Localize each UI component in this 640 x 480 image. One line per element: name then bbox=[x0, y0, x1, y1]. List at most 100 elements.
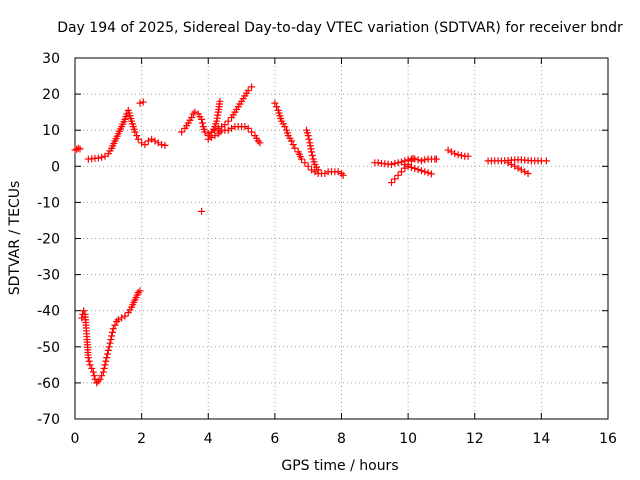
data-point bbox=[141, 141, 149, 149]
data-point bbox=[273, 103, 281, 111]
data-point bbox=[131, 128, 139, 136]
x-tick-label: 2 bbox=[137, 431, 146, 447]
data-point bbox=[188, 114, 196, 122]
data-point bbox=[338, 170, 345, 178]
data-point bbox=[464, 152, 472, 160]
data-points bbox=[71, 83, 550, 387]
data-point bbox=[102, 357, 110, 365]
data-point bbox=[148, 135, 156, 143]
x-tick-label: 0 bbox=[71, 431, 80, 447]
data-point bbox=[86, 361, 94, 369]
data-point bbox=[517, 166, 525, 174]
series-seg-e bbox=[178, 108, 264, 147]
data-point bbox=[198, 207, 206, 215]
x-tick-label: 14 bbox=[532, 431, 550, 447]
data-point bbox=[221, 121, 229, 129]
data-point bbox=[244, 124, 252, 132]
data-point bbox=[409, 154, 417, 162]
data-point bbox=[411, 155, 419, 163]
data-point bbox=[198, 119, 206, 127]
data-point bbox=[76, 145, 84, 153]
x-tick-labels: 0 2 4 6 8 10 12 14 16 bbox=[71, 431, 617, 447]
data-point bbox=[138, 139, 146, 147]
data-point bbox=[224, 126, 232, 134]
data-point bbox=[204, 135, 212, 143]
data-point bbox=[271, 99, 279, 107]
x-tick-label: 16 bbox=[599, 431, 617, 447]
series-seg-o bbox=[484, 156, 550, 165]
y-tick-label: -20 bbox=[37, 232, 60, 248]
y-tick-label: 10 bbox=[42, 123, 60, 139]
data-point bbox=[85, 357, 93, 365]
data-point bbox=[100, 364, 108, 372]
data-point bbox=[216, 128, 224, 136]
data-point bbox=[387, 160, 395, 168]
data-point bbox=[71, 146, 79, 154]
data-point bbox=[414, 166, 422, 174]
plot-frame bbox=[74, 57, 609, 420]
data-point bbox=[118, 314, 126, 322]
data-point bbox=[248, 83, 256, 91]
series-seg-h bbox=[198, 207, 206, 215]
data-point bbox=[427, 170, 435, 178]
data-point bbox=[524, 170, 532, 178]
data-point bbox=[308, 148, 316, 156]
data-point bbox=[121, 312, 129, 320]
x-tick-label: 8 bbox=[337, 431, 346, 447]
data-point bbox=[511, 162, 519, 170]
data-point bbox=[321, 170, 329, 178]
data-point bbox=[224, 117, 232, 125]
data-point bbox=[414, 156, 422, 164]
data-point bbox=[248, 128, 256, 136]
data-point bbox=[451, 150, 459, 158]
data-point bbox=[151, 137, 159, 145]
y-axis-label: SDTVAR / TECUs bbox=[7, 181, 23, 296]
data-point bbox=[161, 141, 169, 149]
data-point bbox=[144, 137, 152, 145]
data-point bbox=[89, 368, 97, 376]
data-point bbox=[88, 364, 96, 372]
data-point bbox=[114, 316, 122, 324]
data-point bbox=[304, 132, 312, 140]
data-point bbox=[411, 164, 419, 172]
data-point bbox=[521, 168, 529, 176]
data-point bbox=[421, 156, 429, 164]
grid-lines bbox=[75, 58, 608, 419]
data-point bbox=[288, 137, 296, 145]
data-point bbox=[314, 166, 322, 174]
data-point bbox=[289, 141, 297, 149]
y-tick-label: -70 bbox=[37, 412, 60, 428]
data-point bbox=[387, 179, 395, 187]
data-point bbox=[136, 287, 144, 295]
data-point bbox=[397, 168, 405, 176]
data-point bbox=[103, 350, 111, 358]
data-point bbox=[90, 372, 98, 380]
data-point bbox=[94, 377, 102, 385]
data-point bbox=[84, 354, 92, 362]
data-point bbox=[447, 148, 455, 156]
data-point bbox=[256, 139, 264, 147]
data-point bbox=[80, 307, 88, 315]
data-point bbox=[104, 346, 112, 354]
data-point bbox=[198, 115, 206, 123]
data-point bbox=[103, 354, 111, 362]
data-point bbox=[99, 368, 107, 376]
data-point bbox=[94, 154, 102, 162]
data-point bbox=[228, 124, 236, 132]
data-point bbox=[154, 139, 162, 147]
data-point bbox=[417, 157, 425, 165]
data-point bbox=[391, 175, 399, 183]
series-seg-n bbox=[444, 146, 472, 160]
data-point bbox=[417, 167, 425, 175]
series-seg-a bbox=[71, 144, 84, 154]
data-point bbox=[374, 159, 382, 167]
y-tick-label: -30 bbox=[37, 268, 60, 284]
series-seg-c bbox=[84, 106, 169, 163]
x-tick-label: 4 bbox=[204, 431, 213, 447]
data-point bbox=[136, 99, 144, 107]
data-point bbox=[394, 159, 402, 167]
data-point bbox=[421, 168, 429, 176]
data-point bbox=[424, 169, 432, 177]
data-point bbox=[158, 141, 166, 149]
